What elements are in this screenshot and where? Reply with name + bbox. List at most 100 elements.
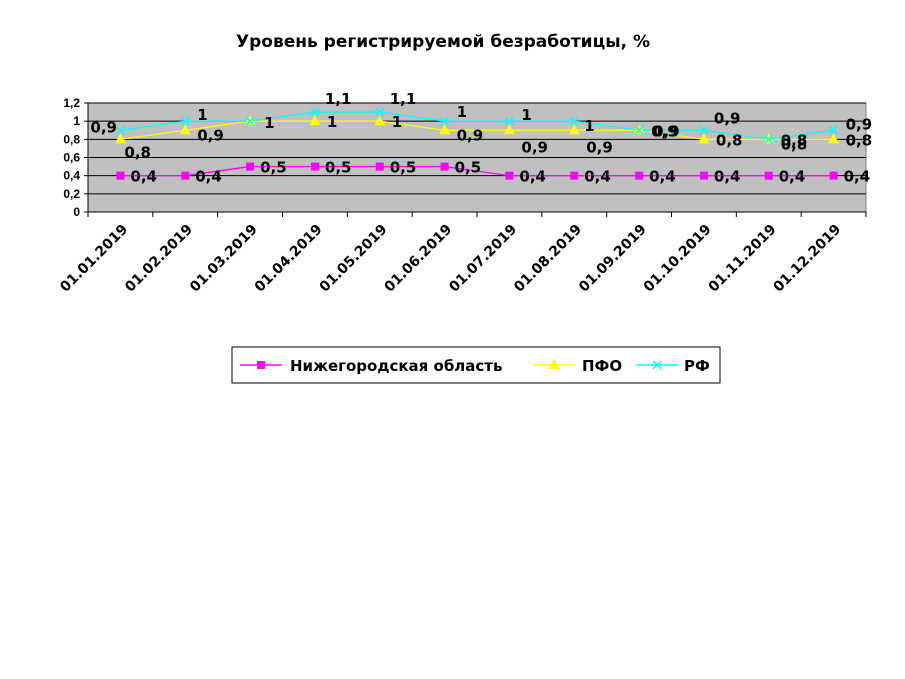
y-tick-label: 0,6	[63, 151, 80, 165]
data-label: 0,5	[325, 159, 352, 177]
series-line	[120, 120, 834, 140]
marker-square	[181, 171, 190, 180]
x-tick-label: 01.06.2019	[381, 222, 455, 296]
x-axis-ticks: 01.01.201901.02.201901.03.201901.04.2019…	[57, 212, 867, 296]
legend-label: Нижегородская область	[290, 357, 502, 375]
marker-square	[257, 361, 265, 369]
marker-x	[634, 125, 644, 135]
data-label: 0,9	[653, 122, 680, 140]
marker-square	[116, 171, 125, 180]
data-label: 0,8	[846, 131, 873, 149]
legend-label: ПФО	[582, 357, 622, 375]
marker-x	[569, 116, 579, 126]
marker-triangle	[828, 133, 840, 144]
chart-title: Уровень регистрируемой безработицы, %	[236, 32, 650, 52]
data-label: 0,5	[260, 159, 287, 177]
data-label: 0,9	[846, 115, 873, 133]
marker-triangle	[179, 124, 191, 135]
data-label: 0,9	[521, 138, 548, 156]
marker-x	[245, 116, 255, 126]
marker-square	[246, 162, 255, 171]
x-tick-label: 01.01.2019	[57, 222, 131, 296]
marker-x	[310, 107, 320, 117]
data-label: 1	[584, 117, 594, 135]
marker-square	[375, 162, 384, 171]
marker-triangle	[698, 133, 710, 144]
marker-x	[764, 134, 774, 144]
x-tick-label: 01.07.2019	[446, 222, 520, 296]
marker-triangle	[503, 124, 515, 135]
data-label: 1	[197, 106, 207, 124]
x-tick-label: 01.02.2019	[122, 222, 196, 296]
x-tick-label: 01.09.2019	[576, 222, 650, 296]
marker-square	[764, 171, 773, 180]
data-label: 1	[392, 113, 402, 131]
data-label: 0,4	[584, 168, 611, 186]
data-label: 0,8	[716, 131, 743, 149]
marker-square	[310, 162, 319, 171]
marker-square	[440, 162, 449, 171]
data-label: 0,4	[195, 168, 222, 186]
data-label: 0,9	[714, 109, 741, 127]
data-label: 0,4	[844, 168, 871, 186]
data-label: 0,8	[124, 143, 151, 161]
data-label: 1,1	[325, 90, 352, 108]
marker-triangle	[309, 115, 321, 126]
x-tick-label: 01.04.2019	[252, 222, 326, 296]
data-label: 0,9	[586, 138, 613, 156]
y-tick-label: 0,8	[63, 132, 80, 146]
marker-x	[375, 107, 385, 117]
marker-x	[652, 360, 662, 370]
marker-x	[440, 116, 450, 126]
data-label: 0,4	[519, 168, 546, 186]
y-axis-ticks: 0 0,2 0,4 0,6 0,8 1 1,2	[63, 96, 88, 219]
marker-triangle	[548, 359, 560, 369]
y-tick-label: 1	[73, 114, 80, 128]
marker-x	[829, 125, 839, 135]
marker-square	[570, 171, 579, 180]
marker-triangle	[568, 124, 580, 135]
marker-square	[829, 171, 838, 180]
series-line	[120, 165, 834, 177]
data-label: 0,9	[90, 118, 117, 136]
legend: Нижегородская область ПФО РФ	[231, 346, 721, 384]
marker-x	[699, 125, 709, 135]
marker-square	[505, 171, 514, 180]
data-label: 0,8	[781, 135, 808, 153]
x-tick-label: 01.11.2019	[706, 222, 780, 296]
data-label: 0,4	[649, 168, 676, 186]
data-labels: 0,4 0,40,5 0,5 0,5 0,50,4 0,4 0,4 0,4 0,4 0,40,80…	[90, 90, 872, 186]
x-tick-label: 01.03.2019	[187, 222, 261, 296]
series-line	[120, 111, 834, 140]
data-label: 1	[327, 113, 337, 131]
data-label: 1	[457, 103, 467, 121]
data-label: 0,8	[781, 131, 808, 149]
data-label: 0,5	[455, 159, 482, 177]
marker-x	[180, 116, 190, 126]
data-label: 0,5	[390, 159, 417, 177]
marker-triangle	[114, 133, 126, 144]
y-tick-label: 0	[73, 205, 80, 219]
series-lines	[120, 111, 834, 177]
y-tick-label: 1,2	[63, 96, 80, 110]
series-markers	[114, 107, 840, 180]
data-label: 0,9	[651, 122, 678, 140]
x-tick-label: 01.08.2019	[511, 222, 585, 296]
legend-label: РФ	[684, 357, 710, 375]
data-label: 0,4	[779, 168, 806, 186]
marker-square	[699, 171, 708, 180]
y-tick-label: 0,4	[63, 169, 80, 183]
data-label: 1	[264, 114, 274, 132]
x-tick-label: 01.05.2019	[317, 222, 391, 296]
x-tick-label: 01.12.2019	[770, 222, 844, 296]
data-label: 0,4	[714, 168, 741, 186]
data-label: 0,9	[457, 126, 484, 144]
data-label: 0,4	[130, 168, 157, 186]
data-label: 1,1	[390, 90, 417, 108]
y-tick-label: 0,2	[63, 187, 80, 201]
marker-x	[504, 116, 514, 126]
marker-triangle	[374, 115, 386, 126]
data-label: 1	[521, 106, 531, 124]
marker-square	[635, 171, 644, 180]
